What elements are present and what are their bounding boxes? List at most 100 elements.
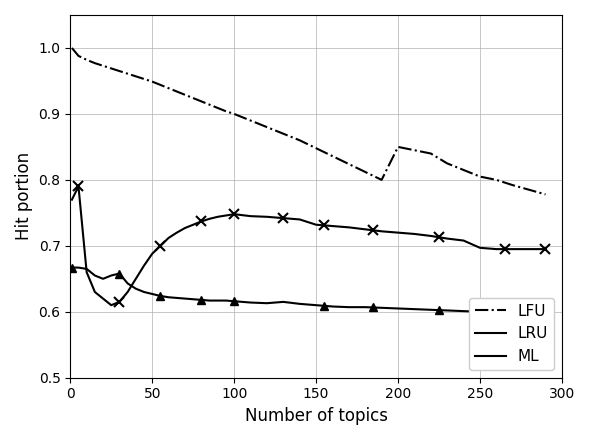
ML (280, 299, 287, 304)
LFU (231, 111, 238, 117)
LFU (124, 71, 131, 76)
LRU (83, 270, 90, 275)
ML (132, 286, 139, 291)
LFU (263, 125, 270, 130)
LRU (476, 245, 483, 250)
ML (206, 298, 213, 303)
LRU (444, 236, 451, 241)
ML (378, 305, 385, 311)
LFU (427, 151, 434, 156)
ML (395, 306, 402, 311)
ML (140, 290, 148, 295)
Y-axis label: Hit portion: Hit portion (15, 152, 33, 240)
LRU (493, 246, 500, 252)
LRU (526, 246, 533, 252)
LRU (222, 213, 230, 218)
LRU (214, 214, 221, 220)
ML (124, 281, 131, 286)
ML (91, 273, 99, 278)
LFU (493, 177, 500, 183)
ML (263, 301, 270, 306)
LFU (214, 105, 221, 110)
LFU (100, 63, 107, 69)
LFU (313, 146, 320, 151)
ML (542, 310, 549, 315)
ML (313, 303, 320, 308)
LRU (296, 217, 303, 222)
LRU (206, 216, 213, 221)
ML (476, 309, 483, 315)
LFU (296, 138, 303, 143)
LFU (198, 99, 205, 104)
ML (116, 271, 123, 276)
ML (75, 265, 82, 270)
LRU (182, 225, 189, 231)
LRU (509, 246, 516, 252)
LFU (222, 109, 230, 114)
LFU (132, 73, 139, 79)
LRU (189, 222, 196, 227)
LFU (140, 76, 148, 81)
LFU (526, 187, 533, 192)
ML (83, 266, 90, 271)
ML (173, 295, 181, 301)
ML (509, 309, 516, 315)
ML (149, 291, 156, 297)
LRU (149, 251, 156, 257)
X-axis label: Number of topics: Number of topics (245, 407, 388, 425)
Line: ML: ML (72, 268, 546, 312)
LFU (149, 79, 156, 84)
LFU (68, 45, 76, 51)
ML (345, 304, 352, 310)
LRU (68, 197, 76, 202)
LRU (247, 213, 254, 219)
LFU (182, 92, 189, 97)
LRU (100, 296, 107, 301)
ML (198, 297, 205, 303)
LFU (173, 89, 181, 94)
LFU (444, 161, 451, 166)
LFU (476, 174, 483, 179)
LFU (157, 82, 164, 88)
LRU (280, 216, 287, 221)
LFU (280, 131, 287, 136)
ML (411, 307, 418, 312)
ML (296, 301, 303, 307)
LFU (509, 183, 516, 188)
LFU (345, 161, 352, 167)
Line: LFU: LFU (72, 48, 546, 194)
Line: LRU: LRU (72, 187, 546, 305)
LRU (198, 219, 205, 224)
ML (231, 299, 238, 304)
LRU (165, 235, 172, 241)
LRU (313, 222, 320, 227)
ML (165, 295, 172, 300)
LRU (345, 225, 352, 230)
ML (526, 309, 533, 315)
LRU (231, 212, 238, 217)
ML (362, 304, 369, 310)
ML (108, 273, 115, 278)
ML (460, 308, 467, 314)
LRU (116, 299, 123, 304)
LRU (132, 276, 139, 282)
LFU (460, 167, 467, 172)
LFU (116, 68, 123, 73)
ML (189, 297, 196, 302)
LFU (378, 177, 385, 183)
LRU (427, 233, 434, 238)
LRU (108, 303, 115, 308)
LRU (124, 290, 131, 295)
LRU (263, 214, 270, 220)
LRU (542, 246, 549, 252)
LRU (91, 290, 99, 295)
LRU (140, 263, 148, 268)
LFU (206, 102, 213, 107)
ML (329, 304, 336, 309)
LRU (411, 231, 418, 237)
LRU (329, 224, 336, 229)
LFU (411, 147, 418, 153)
LFU (362, 169, 369, 175)
ML (157, 293, 164, 299)
LFU (247, 118, 254, 123)
